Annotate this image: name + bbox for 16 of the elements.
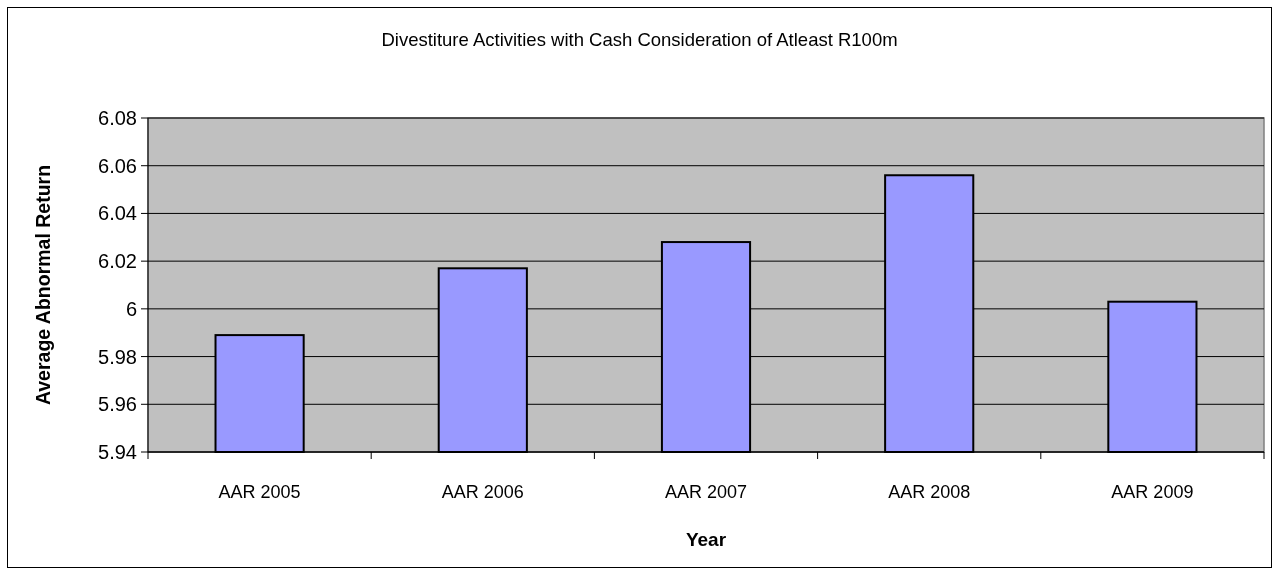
y-tick-label: 6.08 [98,107,137,129]
y-tick-label: 6 [125,297,137,320]
x-tick-label: AAR 2008 [888,482,971,502]
y-tick-label: 6.06 [98,154,137,177]
y-tick-label: 5.94 [98,441,137,463]
y-tick-label: 5.96 [98,393,137,416]
y-tick-label: 6.02 [98,250,137,273]
x-tick-label: AAR 2005 [218,482,301,502]
y-axis-title: Average Abnormal Return [32,164,54,406]
x-axis-title: Year [685,529,727,550]
x-tick-label: AAR 2009 [1111,482,1194,502]
y-tick-label: 6.04 [98,202,137,225]
x-tick-label: AAR 2006 [441,482,524,502]
chart-title: Divestiture Activities with Cash Consideration of Atleast R100m [381,29,898,50]
x-tick-label: AAR 2007 [664,482,748,502]
y-tick-label: 5.98 [98,345,137,368]
